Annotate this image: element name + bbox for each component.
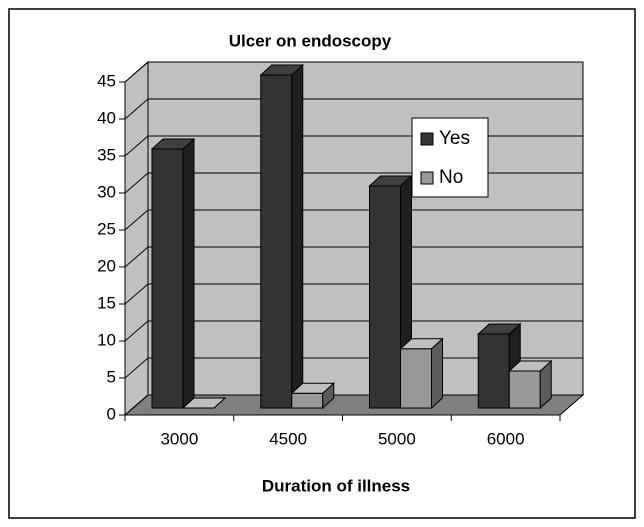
bar (181, 397, 227, 409)
grid-line (124, 320, 583, 342)
bar-top (290, 382, 336, 394)
bar (150, 137, 196, 410)
y-tick-label: 25 (97, 219, 116, 238)
bar (399, 337, 444, 410)
grid-line (124, 98, 583, 120)
side-wall (124, 60, 149, 417)
y-tick-label: 0 (107, 404, 116, 423)
bar-front (291, 392, 324, 409)
bar-side (431, 337, 443, 410)
x-tick-label: 5000 (378, 429, 416, 448)
bar-front (477, 333, 510, 409)
legend-label: No (439, 167, 463, 188)
grid-line (124, 209, 583, 231)
bar-front (260, 74, 293, 409)
bar (290, 382, 336, 410)
bar-top (476, 323, 522, 335)
y-tick-label: 40 (97, 108, 116, 127)
bar (507, 359, 553, 410)
y-tick-label: 45 (97, 71, 116, 90)
bar-top (399, 338, 444, 350)
legend-label: Yes (439, 128, 470, 149)
bar-front (400, 348, 432, 409)
y-tick-label: 35 (97, 145, 116, 164)
chart-title: Ulcer on endoscopy (229, 31, 392, 50)
bar-top (181, 397, 227, 409)
grid-line (124, 246, 583, 268)
y-tick-label: 10 (97, 330, 116, 349)
bar-top (150, 138, 196, 150)
y-tick-label: 15 (97, 293, 116, 312)
grid-line (124, 61, 583, 83)
x-tick-label: 4500 (269, 429, 307, 448)
y-tick-label: 30 (97, 182, 116, 201)
bar-front (508, 370, 541, 409)
bar-side (182, 137, 195, 410)
bar-top (507, 360, 553, 372)
legend-swatch (420, 132, 434, 146)
bar-front (369, 185, 401, 409)
x-axis-label: Duration of illness (262, 476, 410, 495)
bar-top (259, 64, 305, 76)
y-tick-label: 20 (97, 256, 116, 275)
grid-line (124, 283, 583, 305)
legend-swatch (420, 171, 434, 185)
bar-side (291, 63, 304, 410)
bar (368, 174, 413, 410)
x-tick-label: 6000 (487, 429, 525, 448)
y-tick-label: 5 (107, 367, 116, 386)
bar-front (151, 148, 184, 409)
bar (259, 63, 305, 410)
x-tick-label: 3000 (160, 429, 198, 448)
